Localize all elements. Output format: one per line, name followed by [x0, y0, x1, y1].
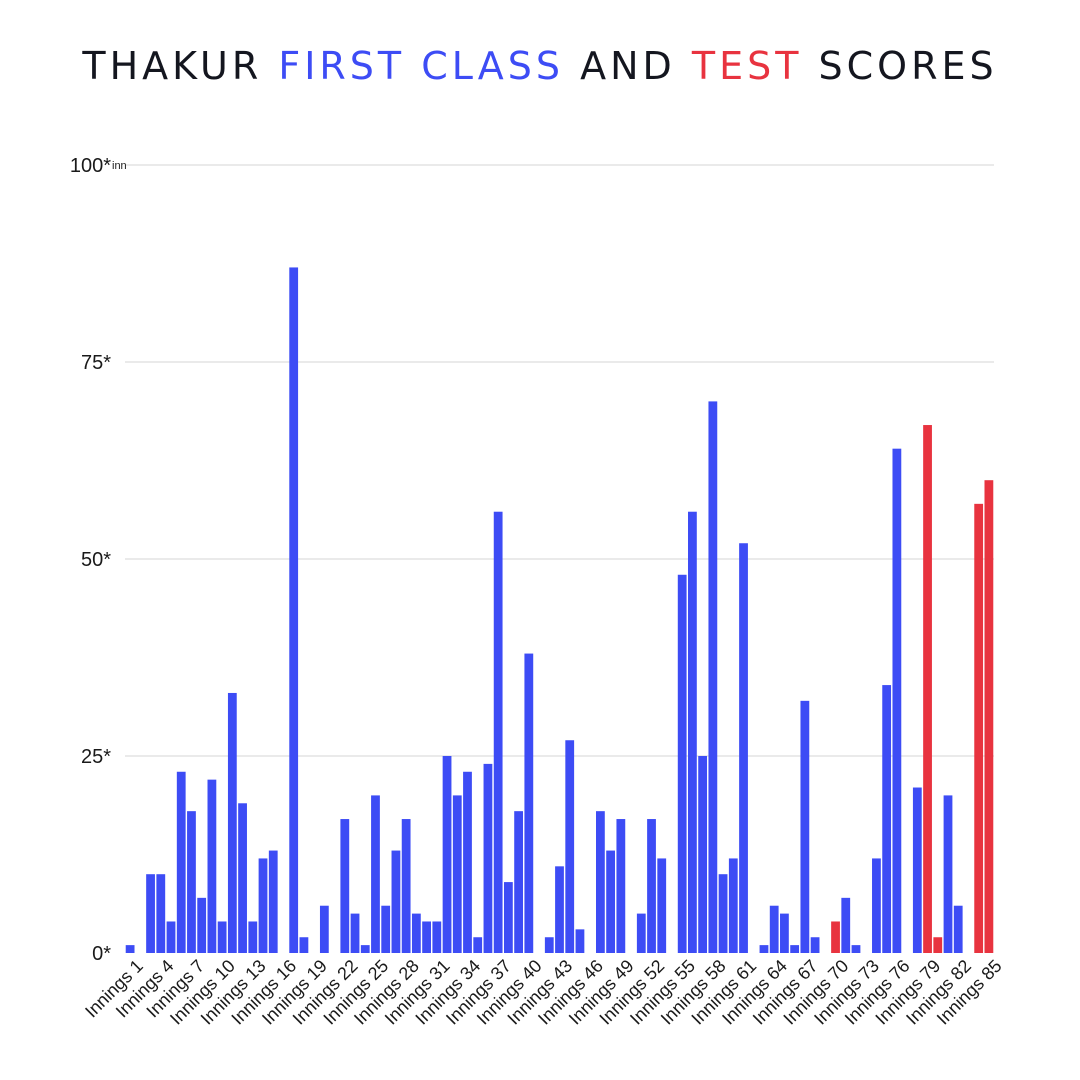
bar-innings-12 — [238, 803, 247, 953]
bar-innings-76 — [892, 448, 902, 953]
bar-innings-5 — [166, 921, 176, 953]
bar-innings-3 — [146, 874, 155, 953]
bar-innings-35 — [473, 937, 483, 953]
bar-innings-56 — [688, 511, 697, 953]
bar-innings-79 — [923, 425, 932, 953]
grid-lines — [125, 164, 994, 757]
bar-innings-7 — [187, 811, 196, 953]
bar-innings-70 — [831, 921, 840, 953]
bar-innings-85 — [984, 480, 994, 953]
bar-innings-78 — [912, 787, 922, 953]
title-part-scores: SCORES — [802, 44, 998, 88]
bar-innings-51 — [636, 913, 646, 953]
bar-innings-30 — [422, 921, 431, 953]
bar-innings-43 — [555, 866, 564, 953]
bar-innings-29 — [411, 913, 421, 953]
bar-innings-67 — [800, 700, 810, 953]
bar-innings-39 — [514, 811, 523, 953]
bar-innings-58 — [708, 401, 718, 953]
bar-innings-9 — [207, 779, 217, 953]
y-tick-label: 0* — [92, 943, 111, 965]
title-part-test: TEST — [691, 44, 803, 88]
bar-innings-31 — [432, 921, 442, 953]
title-part-and: AND — [564, 44, 692, 88]
bar-innings-68 — [810, 937, 820, 953]
bar-innings-26 — [381, 905, 391, 953]
bar-innings-63 — [759, 945, 769, 953]
bar-innings-61 — [739, 543, 748, 953]
bar-innings-13 — [248, 921, 258, 953]
bar-innings-82 — [953, 905, 963, 953]
bar-innings-47 — [596, 811, 605, 953]
chart-title: THAKUR FIRST CLASS AND TEST SCORES — [0, 44, 1080, 88]
bar-innings-14 — [258, 858, 268, 953]
title-part-first-class: FIRST CLASS — [278, 44, 565, 88]
bar-innings-55 — [677, 574, 687, 953]
bar-innings-22 — [340, 819, 350, 953]
bar-innings-25 — [371, 795, 380, 953]
y-axis-ticks: 0* 25* 50* 75* 100* inn — [70, 155, 127, 965]
bar-innings-74 — [872, 858, 881, 953]
bar-innings-24 — [360, 945, 370, 953]
bar-innings-23 — [350, 913, 360, 953]
bar-innings-59 — [718, 874, 728, 953]
bar-innings-34 — [463, 771, 472, 953]
bar-innings-57 — [698, 756, 708, 953]
y-tick-label: 75* — [81, 352, 111, 374]
bar-innings-84 — [974, 503, 984, 953]
bar-innings-66 — [790, 945, 800, 953]
bar-innings-11 — [227, 692, 237, 953]
bar-innings-45 — [575, 929, 585, 953]
bar-innings-20 — [319, 905, 329, 953]
bar-innings-48 — [606, 850, 616, 953]
y-unit-label: inn — [112, 160, 127, 172]
bar-innings-4 — [156, 874, 166, 953]
bar-innings-32 — [442, 756, 452, 953]
bar-innings-64 — [769, 905, 779, 953]
bar-innings-71 — [841, 897, 851, 953]
bar-innings-28 — [401, 819, 411, 953]
bar-innings-33 — [452, 795, 462, 953]
bar-innings-52 — [647, 819, 656, 953]
bar-innings-40 — [524, 653, 534, 953]
bar-innings-38 — [503, 882, 513, 953]
bar-innings-36 — [483, 763, 493, 953]
bar-innings-10 — [217, 921, 227, 953]
bar-innings-17 — [289, 267, 299, 953]
bar-innings-37 — [493, 511, 503, 953]
bar-innings-72 — [851, 945, 861, 953]
bars — [125, 267, 994, 953]
bar-innings-1 — [125, 945, 135, 953]
bar-innings-49 — [616, 819, 626, 953]
y-tick-label: 100* — [70, 155, 111, 177]
bar-innings-60 — [728, 858, 738, 953]
bar-innings-27 — [391, 850, 401, 953]
bar-innings-80 — [933, 937, 943, 953]
bar-innings-6 — [176, 771, 186, 953]
y-tick-label: 25* — [81, 746, 111, 768]
title-part-thakur: THAKUR — [82, 44, 279, 88]
bar-innings-8 — [197, 897, 207, 953]
bar-innings-42 — [544, 937, 554, 953]
bar-innings-75 — [882, 685, 892, 953]
bar-innings-81 — [943, 795, 953, 953]
y-tick-label: 50* — [81, 549, 111, 571]
bar-innings-65 — [780, 913, 789, 953]
bar-innings-44 — [565, 740, 575, 953]
bar-innings-15 — [268, 850, 278, 953]
bar-innings-18 — [299, 937, 309, 953]
bar-innings-53 — [657, 858, 667, 953]
